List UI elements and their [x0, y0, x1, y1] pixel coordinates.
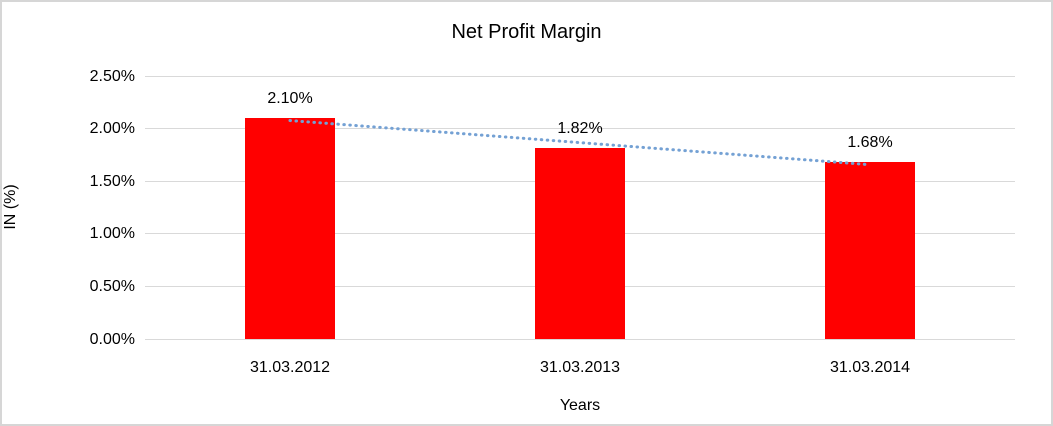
gridline: [145, 338, 1015, 340]
gridline: [145, 75, 1015, 77]
bar: [245, 118, 335, 339]
bar: [825, 162, 915, 339]
x-axis-tick-label: 31.03.2013: [539, 359, 621, 376]
y-axis-tick-label: 2.00%: [89, 120, 135, 138]
y-axis-tick-label: 1.00%: [89, 225, 135, 243]
x-axis-tick-label: 31.03.2012: [249, 359, 331, 376]
y-axis-tick-label: 2.50%: [89, 67, 135, 85]
y-axis-tick-label: 0.50%: [89, 277, 135, 295]
bar-data-label: 1.68%: [847, 134, 893, 152]
y-axis-tick-label: 1.50%: [89, 172, 135, 190]
x-axis-tick-label: 31.03.2014: [829, 359, 911, 376]
x-axis-title: Years: [559, 397, 601, 414]
y-axis-title: IN (%): [2, 184, 19, 230]
bar-data-label: 1.82%: [557, 119, 603, 137]
chart-title: Net Profit Margin: [451, 21, 602, 43]
bar: [535, 147, 625, 339]
bar-data-label: 2.10%: [267, 90, 313, 108]
y-axis-tick-label: 0.00%: [89, 330, 135, 348]
